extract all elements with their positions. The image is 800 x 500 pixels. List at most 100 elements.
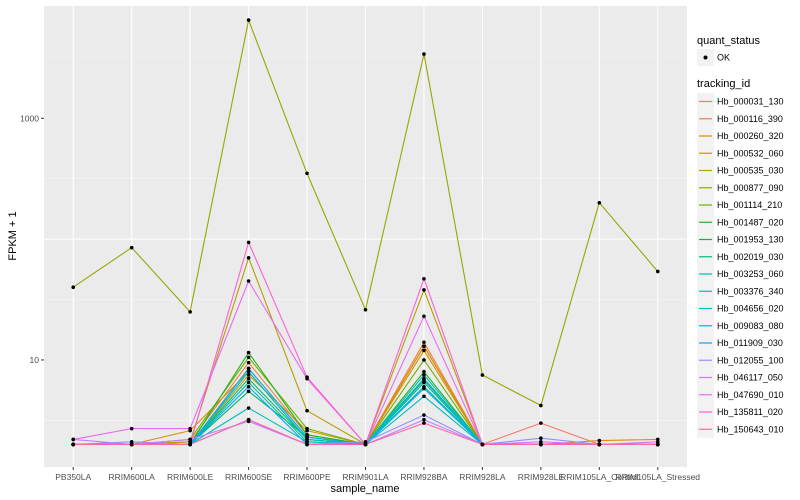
data-point bbox=[422, 344, 426, 348]
x-axis-title: sample_name bbox=[330, 483, 399, 495]
data-point bbox=[188, 426, 192, 431]
x-tick-label: RRIM600LE bbox=[167, 472, 214, 482]
data-point bbox=[655, 440, 660, 444]
data-point bbox=[422, 340, 426, 345]
y-axis-title: FPKM + 1 bbox=[7, 211, 19, 260]
data-point bbox=[422, 358, 426, 362]
data-point bbox=[422, 276, 426, 281]
legend-label: Hb_002019_030 bbox=[717, 252, 784, 262]
legend-label: Hb_003253_060 bbox=[717, 269, 784, 279]
data-point bbox=[422, 348, 426, 353]
x-tick-label: PB350LA bbox=[55, 472, 91, 482]
data-point bbox=[539, 421, 543, 425]
data-point bbox=[188, 437, 192, 442]
data-point bbox=[246, 417, 251, 422]
legend-label: Hb_011909_030 bbox=[717, 338, 783, 348]
y-tick-label: 1000 bbox=[20, 113, 39, 123]
x-tick-label: RRIM600SE bbox=[225, 472, 273, 482]
y-axis-ticks: 10 1000 bbox=[20, 113, 44, 365]
y-tick-label: 10 bbox=[30, 355, 40, 365]
data-point bbox=[422, 413, 426, 417]
legend-label: Hb_000260_320 bbox=[717, 131, 784, 141]
x-tick-label: RRIM928LE bbox=[518, 472, 565, 482]
data-point bbox=[305, 435, 309, 439]
data-point bbox=[655, 442, 660, 447]
data-point bbox=[422, 373, 426, 377]
data-point bbox=[246, 18, 251, 22]
data-point bbox=[305, 442, 309, 447]
legend-label: Hb_000116_390 bbox=[717, 114, 783, 124]
data-point bbox=[71, 442, 76, 447]
x-tick-label: RRIM105LA_Control bbox=[560, 472, 639, 482]
data-point bbox=[539, 442, 543, 447]
x-tick-label: RRIM928LA bbox=[459, 472, 506, 482]
data-point bbox=[480, 442, 485, 447]
data-point bbox=[363, 442, 368, 447]
data-point bbox=[422, 417, 426, 422]
data-point bbox=[422, 421, 426, 425]
data-point bbox=[305, 171, 309, 176]
data-point bbox=[246, 376, 251, 381]
quant-status-legend-entries: OK bbox=[697, 49, 730, 66]
legend-label: Hb_003376_340 bbox=[717, 286, 784, 296]
data-point bbox=[129, 245, 134, 250]
data-point bbox=[246, 366, 251, 371]
legend-label: Hb_150643_010 bbox=[717, 424, 784, 434]
data-point bbox=[305, 375, 309, 379]
legend: quant_status OK tracking_id Hb_000031_13… bbox=[697, 35, 784, 438]
data-point bbox=[246, 380, 251, 385]
legend-label: Hb_047690_010 bbox=[717, 390, 784, 400]
data-point bbox=[246, 279, 251, 283]
legend-label: Hb_001953_130 bbox=[717, 235, 784, 245]
data-point bbox=[539, 440, 543, 444]
grid bbox=[44, 6, 687, 467]
data-point bbox=[422, 394, 426, 399]
data-point bbox=[597, 442, 602, 447]
data-point bbox=[422, 378, 426, 382]
data-point bbox=[246, 360, 251, 365]
legend-label: Hb_046117_050 bbox=[717, 373, 783, 383]
data-point bbox=[129, 426, 134, 431]
data-point bbox=[597, 438, 602, 443]
legend-label: Hb_001487_020 bbox=[717, 217, 784, 227]
legend-point-symbol bbox=[703, 55, 708, 60]
legend-label: Hb_001114_210 bbox=[717, 200, 782, 210]
data-point bbox=[246, 369, 251, 374]
legend-label: Hb_000532_060 bbox=[717, 148, 784, 158]
data-point bbox=[363, 308, 368, 312]
tracking-legend-entries: Hb_000031_130 Hb_000116_390 Hb_000260_320 H… bbox=[697, 93, 784, 438]
legend-label: Hb_012055_100 bbox=[717, 355, 784, 365]
x-tick-label: RRIM600PE bbox=[283, 472, 331, 482]
data-point bbox=[246, 355, 251, 360]
data-point bbox=[655, 269, 660, 274]
data-point bbox=[422, 52, 426, 56]
data-point bbox=[305, 426, 309, 431]
data-point bbox=[246, 384, 251, 389]
data-point bbox=[246, 406, 251, 410]
legend-label: Hb_000031_130 bbox=[717, 97, 784, 107]
data-point bbox=[246, 389, 251, 394]
legend-label: Hb_004656_020 bbox=[717, 304, 784, 314]
data-point bbox=[246, 256, 251, 260]
tracking-legend-title: tracking_id bbox=[697, 78, 750, 90]
data-point bbox=[363, 440, 368, 444]
data-point bbox=[480, 373, 485, 377]
data-point bbox=[305, 408, 309, 413]
data-point bbox=[539, 436, 543, 441]
legend-label: Hb_000877_090 bbox=[717, 183, 784, 193]
x-tick-label: RRIM105LA_Stressed bbox=[615, 472, 700, 482]
data-point bbox=[129, 442, 134, 447]
data-points bbox=[71, 18, 660, 447]
data-point bbox=[422, 288, 426, 292]
data-point bbox=[188, 442, 192, 447]
data-point bbox=[422, 386, 426, 391]
data-point bbox=[539, 403, 543, 408]
data-point bbox=[246, 373, 251, 377]
legend-label: Hb_000535_030 bbox=[717, 166, 784, 176]
data-point bbox=[71, 437, 76, 442]
data-point bbox=[422, 314, 426, 319]
data-point bbox=[188, 310, 192, 314]
data-point bbox=[246, 350, 251, 355]
data-point bbox=[129, 440, 134, 444]
